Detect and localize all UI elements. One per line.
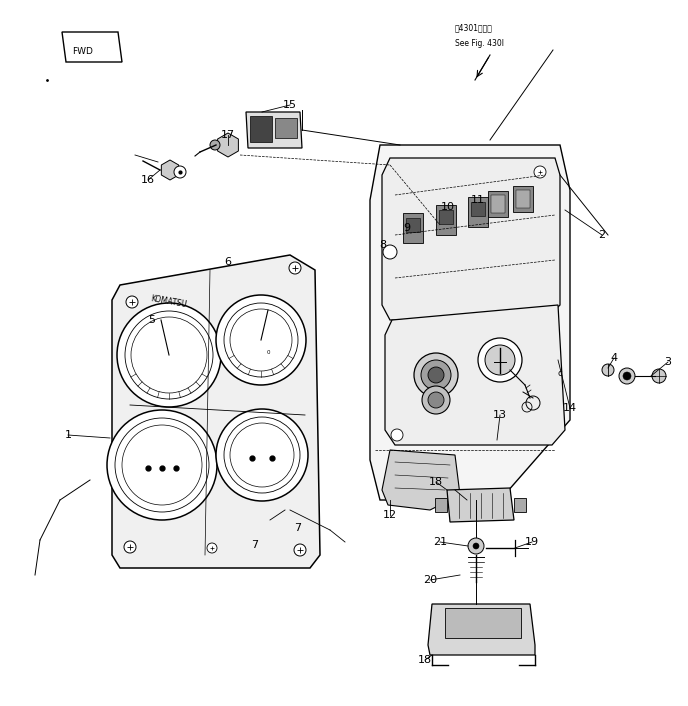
Circle shape: [534, 166, 546, 178]
Circle shape: [391, 429, 403, 441]
Text: 2: 2: [599, 230, 605, 240]
Text: 10: 10: [441, 202, 455, 212]
Circle shape: [468, 538, 484, 554]
Polygon shape: [385, 305, 565, 445]
Polygon shape: [246, 112, 302, 148]
Text: FWD: FWD: [72, 47, 93, 56]
Polygon shape: [382, 158, 560, 320]
Circle shape: [619, 368, 635, 384]
Circle shape: [421, 360, 451, 390]
Bar: [435, 498, 447, 512]
Text: c: c: [558, 369, 563, 378]
Circle shape: [383, 245, 397, 259]
Polygon shape: [491, 195, 505, 213]
Circle shape: [210, 140, 220, 150]
Text: KOMATSU: KOMATSU: [150, 294, 188, 310]
Circle shape: [174, 166, 186, 178]
Text: 20: 20: [423, 575, 437, 585]
Circle shape: [117, 303, 221, 407]
Text: 6: 6: [224, 257, 231, 267]
Polygon shape: [370, 145, 570, 500]
Bar: [471, 202, 485, 216]
Bar: [250, 116, 272, 142]
Polygon shape: [112, 255, 320, 568]
Circle shape: [428, 367, 444, 383]
Text: 15: 15: [283, 100, 297, 110]
Circle shape: [652, 369, 666, 383]
Circle shape: [485, 345, 515, 375]
Polygon shape: [516, 190, 530, 208]
Text: 14: 14: [563, 403, 577, 413]
Text: 第4301図参照: 第4301図参照: [455, 23, 493, 32]
Text: 11: 11: [471, 195, 485, 205]
Polygon shape: [403, 213, 423, 243]
Polygon shape: [436, 205, 456, 235]
Bar: [514, 498, 526, 512]
Circle shape: [216, 295, 306, 385]
Text: 7: 7: [294, 523, 301, 533]
Circle shape: [414, 353, 458, 397]
Circle shape: [473, 543, 479, 549]
Text: 13: 13: [493, 410, 507, 420]
Circle shape: [602, 364, 614, 376]
Text: 16: 16: [141, 175, 155, 185]
Bar: [406, 218, 420, 232]
Text: See Fig. 430I: See Fig. 430I: [455, 40, 504, 49]
Polygon shape: [488, 191, 508, 217]
Polygon shape: [382, 450, 460, 510]
Text: 8: 8: [380, 240, 387, 250]
Circle shape: [623, 372, 631, 380]
Text: 12: 12: [383, 510, 397, 520]
Circle shape: [124, 541, 136, 553]
Text: 4: 4: [610, 353, 618, 363]
Text: 9: 9: [403, 223, 411, 233]
Circle shape: [107, 410, 217, 520]
Polygon shape: [447, 488, 514, 522]
Bar: [439, 210, 453, 224]
Text: 3: 3: [665, 357, 671, 367]
Polygon shape: [162, 160, 179, 180]
Text: 21: 21: [433, 537, 447, 547]
Circle shape: [207, 543, 217, 553]
Text: 18: 18: [429, 477, 443, 487]
Text: 18: 18: [418, 655, 432, 665]
Bar: [445, 608, 521, 638]
Bar: [275, 118, 297, 138]
Text: 0: 0: [266, 349, 270, 354]
Polygon shape: [217, 133, 239, 157]
Text: 7: 7: [251, 540, 259, 550]
Circle shape: [289, 262, 301, 274]
Circle shape: [422, 386, 450, 414]
Polygon shape: [62, 32, 122, 62]
Polygon shape: [513, 186, 533, 212]
Text: 1: 1: [65, 430, 72, 440]
Circle shape: [126, 296, 138, 308]
Text: 5: 5: [149, 315, 155, 325]
Circle shape: [478, 338, 522, 382]
Circle shape: [428, 392, 444, 408]
Text: 17: 17: [221, 130, 235, 140]
Polygon shape: [428, 604, 535, 655]
Circle shape: [216, 409, 308, 501]
Circle shape: [294, 544, 306, 556]
Text: 19: 19: [525, 537, 539, 547]
Polygon shape: [468, 197, 488, 227]
